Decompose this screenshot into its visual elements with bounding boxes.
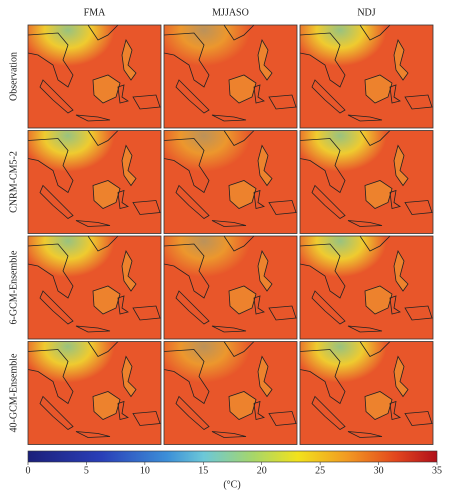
- panel-frame: [163, 24, 298, 129]
- land-warm: [93, 251, 136, 314]
- map-cool-region: [164, 25, 297, 128]
- column-title: FMA: [84, 7, 106, 18]
- colorbar-tick-label: 15: [198, 465, 208, 476]
- row-label: 6-GCM-Ensemble: [8, 250, 19, 324]
- panel-frame: [27, 24, 162, 129]
- map-cool-region: [164, 341, 297, 445]
- panel-frame: [27, 130, 162, 234]
- map-cool-region: [28, 25, 161, 128]
- map-cool-region: [28, 236, 161, 339]
- map-panel: [163, 24, 298, 129]
- map-panel: [299, 341, 434, 445]
- colorbar: [27, 450, 438, 463]
- map-cool-region: [300, 25, 433, 128]
- colorbar-tick-label: 30: [374, 465, 384, 476]
- row-label: 40-GCM-Ensemble: [8, 353, 19, 432]
- map-panel: [27, 24, 162, 129]
- colorbar-tick-label: 10: [140, 465, 150, 476]
- map-panel: [299, 24, 434, 129]
- map-cool-region: [300, 236, 433, 339]
- land-warm: [365, 145, 408, 209]
- map-cool-region: [28, 130, 161, 234]
- land-warm: [93, 356, 136, 420]
- land-warm: [229, 145, 272, 209]
- colorbar-label: (°C): [223, 479, 240, 490]
- land-warm: [365, 40, 408, 103]
- panel-frame: [299, 24, 434, 129]
- map-panel: [299, 130, 434, 234]
- panel-frame: [163, 130, 298, 234]
- colorbar-tick-label: 0: [26, 465, 31, 476]
- land-warm: [93, 40, 136, 103]
- land-warm: [93, 145, 136, 209]
- panel-frame: [163, 235, 298, 340]
- row-label: Observation: [8, 52, 19, 101]
- column-title: NDJ: [357, 7, 375, 18]
- land-warm: [365, 251, 408, 314]
- panel-frame: [299, 235, 434, 340]
- map-panel: [299, 235, 434, 340]
- map-panels: [27, 24, 434, 445]
- land-warm: [229, 356, 272, 420]
- map-panel: [163, 235, 298, 340]
- map-panel: [163, 341, 298, 445]
- map-cool-region: [300, 130, 433, 234]
- map-cool-region: [28, 341, 161, 445]
- land-warm: [229, 251, 272, 314]
- panel-frame: [299, 341, 434, 445]
- panel-frame: [163, 341, 298, 445]
- panel-frame: [299, 130, 434, 234]
- map-panel: [27, 130, 162, 234]
- colorbar-tick-label: 20: [257, 465, 267, 476]
- map-panel: [163, 130, 298, 234]
- land-warm: [229, 40, 272, 103]
- colorbar-tick-label: 5: [84, 465, 89, 476]
- column-title: MJJASO: [212, 7, 249, 18]
- panel-frame: [27, 341, 162, 445]
- map-panel: [27, 341, 162, 445]
- colorbar-tick-label: 35: [432, 465, 442, 476]
- map-panel: [27, 235, 162, 340]
- map-cool-region: [300, 341, 433, 445]
- map-cool-region: [164, 236, 297, 339]
- land-warm: [365, 356, 408, 420]
- map-cool-region: [164, 130, 297, 234]
- colorbar-tick-label: 25: [315, 465, 325, 476]
- panel-frame: [27, 235, 162, 340]
- row-label: CNRM-CM5-2: [8, 151, 19, 213]
